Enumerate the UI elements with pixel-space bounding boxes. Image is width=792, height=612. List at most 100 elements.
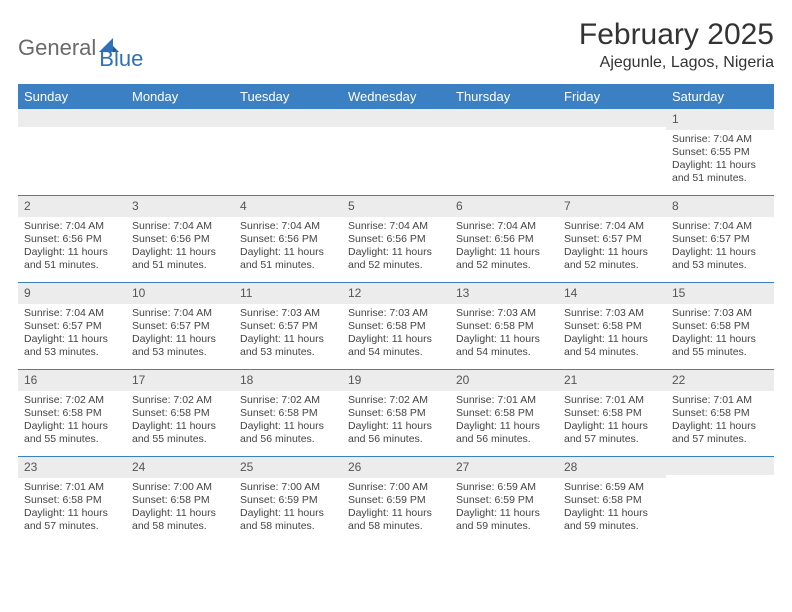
day-cell: 3Sunrise: 7:04 AMSunset: 6:56 PMDaylight…: [126, 196, 234, 282]
day-body: Sunrise: 7:00 AMSunset: 6:58 PMDaylight:…: [126, 478, 234, 540]
weekday-header: Friday: [558, 84, 666, 109]
day-number: 25: [234, 457, 342, 478]
day-body: Sunrise: 7:01 AMSunset: 6:58 PMDaylight:…: [18, 478, 126, 540]
day-body: Sunrise: 7:01 AMSunset: 6:58 PMDaylight:…: [450, 391, 558, 453]
day-cell: 26Sunrise: 7:00 AMSunset: 6:59 PMDayligh…: [342, 457, 450, 543]
day-number: 16: [18, 370, 126, 391]
sunset-line: Sunset: 6:58 PM: [348, 320, 444, 333]
day-cell: 23Sunrise: 7:01 AMSunset: 6:58 PMDayligh…: [18, 457, 126, 543]
sunset-line: Sunset: 6:58 PM: [564, 320, 660, 333]
sunrise-line: Sunrise: 7:03 AM: [564, 307, 660, 320]
day-number: 18: [234, 370, 342, 391]
day-body: Sunrise: 7:00 AMSunset: 6:59 PMDaylight:…: [234, 478, 342, 540]
sunrise-line: Sunrise: 7:01 AM: [564, 394, 660, 407]
sunset-line: Sunset: 6:58 PM: [348, 407, 444, 420]
sunrise-line: Sunrise: 7:04 AM: [348, 220, 444, 233]
weekday-header-row: Sunday Monday Tuesday Wednesday Thursday…: [18, 84, 774, 109]
day-cell: 18Sunrise: 7:02 AMSunset: 6:58 PMDayligh…: [234, 370, 342, 456]
daylight-line: Daylight: 11 hours and 53 minutes.: [132, 333, 228, 359]
day-number: 1: [666, 109, 774, 130]
sunset-line: Sunset: 6:57 PM: [24, 320, 120, 333]
sunset-line: Sunset: 6:58 PM: [564, 494, 660, 507]
month-title: February 2025: [579, 18, 774, 52]
day-body: Sunrise: 7:02 AMSunset: 6:58 PMDaylight:…: [342, 391, 450, 453]
sunrise-line: Sunrise: 7:04 AM: [24, 307, 120, 320]
week-row: 2Sunrise: 7:04 AMSunset: 6:56 PMDaylight…: [18, 195, 774, 282]
day-cell: 27Sunrise: 6:59 AMSunset: 6:59 PMDayligh…: [450, 457, 558, 543]
sunrise-line: Sunrise: 6:59 AM: [564, 481, 660, 494]
location-subtitle: Ajegunle, Lagos, Nigeria: [579, 54, 774, 72]
day-number: 10: [126, 283, 234, 304]
day-body: Sunrise: 7:01 AMSunset: 6:58 PMDaylight:…: [558, 391, 666, 453]
sunrise-line: Sunrise: 7:03 AM: [240, 307, 336, 320]
week-row: 9Sunrise: 7:04 AMSunset: 6:57 PMDaylight…: [18, 282, 774, 369]
day-number: 6: [450, 196, 558, 217]
daylight-line: Daylight: 11 hours and 54 minutes.: [564, 333, 660, 359]
sunrise-line: Sunrise: 7:04 AM: [672, 133, 768, 146]
daylight-line: Daylight: 11 hours and 55 minutes.: [132, 420, 228, 446]
logo-text-general: General: [18, 35, 96, 61]
day-body: Sunrise: 7:03 AMSunset: 6:58 PMDaylight:…: [342, 304, 450, 366]
day-cell: 19Sunrise: 7:02 AMSunset: 6:58 PMDayligh…: [342, 370, 450, 456]
daylight-line: Daylight: 11 hours and 51 minutes.: [672, 159, 768, 185]
day-body: Sunrise: 7:03 AMSunset: 6:58 PMDaylight:…: [450, 304, 558, 366]
week-row: 16Sunrise: 7:02 AMSunset: 6:58 PMDayligh…: [18, 369, 774, 456]
sunset-line: Sunset: 6:57 PM: [672, 233, 768, 246]
daylight-line: Daylight: 11 hours and 51 minutes.: [240, 246, 336, 272]
daylight-line: Daylight: 11 hours and 58 minutes.: [348, 507, 444, 533]
day-body: Sunrise: 7:03 AMSunset: 6:58 PMDaylight:…: [666, 304, 774, 366]
day-cell: [18, 109, 126, 195]
daylight-line: Daylight: 11 hours and 55 minutes.: [24, 420, 120, 446]
sunrise-line: Sunrise: 7:02 AM: [348, 394, 444, 407]
sunrise-line: Sunrise: 7:04 AM: [456, 220, 552, 233]
sunset-line: Sunset: 6:57 PM: [240, 320, 336, 333]
day-number: 9: [18, 283, 126, 304]
daylight-line: Daylight: 11 hours and 57 minutes.: [672, 420, 768, 446]
title-block: February 2025 Ajegunle, Lagos, Nigeria: [579, 18, 774, 72]
day-number: 19: [342, 370, 450, 391]
daylight-line: Daylight: 11 hours and 58 minutes.: [240, 507, 336, 533]
day-number: 28: [558, 457, 666, 478]
day-cell: 7Sunrise: 7:04 AMSunset: 6:57 PMDaylight…: [558, 196, 666, 282]
day-number: 23: [18, 457, 126, 478]
weekday-header: Monday: [126, 84, 234, 109]
day-cell: [342, 109, 450, 195]
daylight-line: Daylight: 11 hours and 54 minutes.: [348, 333, 444, 359]
page-header: General Blue February 2025 Ajegunle, Lag…: [18, 18, 774, 72]
sunrise-line: Sunrise: 7:04 AM: [132, 220, 228, 233]
day-body: Sunrise: 6:59 AMSunset: 6:58 PMDaylight:…: [558, 478, 666, 540]
day-body: Sunrise: 6:59 AMSunset: 6:59 PMDaylight:…: [450, 478, 558, 540]
weekday-header: Wednesday: [342, 84, 450, 109]
sunset-line: Sunset: 6:58 PM: [24, 407, 120, 420]
sunrise-line: Sunrise: 7:02 AM: [24, 394, 120, 407]
daylight-line: Daylight: 11 hours and 57 minutes.: [24, 507, 120, 533]
day-number: 13: [450, 283, 558, 304]
daylight-line: Daylight: 11 hours and 59 minutes.: [564, 507, 660, 533]
sunrise-line: Sunrise: 7:04 AM: [132, 307, 228, 320]
day-cell: [666, 457, 774, 543]
daylight-line: Daylight: 11 hours and 53 minutes.: [24, 333, 120, 359]
day-body: Sunrise: 7:03 AMSunset: 6:58 PMDaylight:…: [558, 304, 666, 366]
logo: General Blue: [18, 24, 143, 72]
day-number: 20: [450, 370, 558, 391]
sunrise-line: Sunrise: 7:00 AM: [348, 481, 444, 494]
daylight-line: Daylight: 11 hours and 56 minutes.: [240, 420, 336, 446]
daylight-line: Daylight: 11 hours and 54 minutes.: [456, 333, 552, 359]
day-body: Sunrise: 7:00 AMSunset: 6:59 PMDaylight:…: [342, 478, 450, 540]
day-number: 12: [342, 283, 450, 304]
daylight-line: Daylight: 11 hours and 53 minutes.: [240, 333, 336, 359]
day-number: 15: [666, 283, 774, 304]
day-cell: 20Sunrise: 7:01 AMSunset: 6:58 PMDayligh…: [450, 370, 558, 456]
day-cell: 8Sunrise: 7:04 AMSunset: 6:57 PMDaylight…: [666, 196, 774, 282]
sunset-line: Sunset: 6:58 PM: [24, 494, 120, 507]
day-number: 14: [558, 283, 666, 304]
day-cell: 10Sunrise: 7:04 AMSunset: 6:57 PMDayligh…: [126, 283, 234, 369]
sunset-line: Sunset: 6:59 PM: [240, 494, 336, 507]
sunrise-line: Sunrise: 7:04 AM: [240, 220, 336, 233]
day-number: 22: [666, 370, 774, 391]
day-body: Sunrise: 7:03 AMSunset: 6:57 PMDaylight:…: [234, 304, 342, 366]
day-number: 7: [558, 196, 666, 217]
day-cell: 14Sunrise: 7:03 AMSunset: 6:58 PMDayligh…: [558, 283, 666, 369]
daylight-line: Daylight: 11 hours and 56 minutes.: [348, 420, 444, 446]
day-number: [234, 109, 342, 127]
